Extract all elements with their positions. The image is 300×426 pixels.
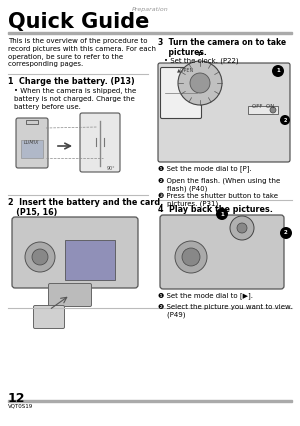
Circle shape [25, 242, 55, 272]
Circle shape [175, 241, 207, 273]
FancyBboxPatch shape [158, 63, 290, 162]
Text: ❶ Set the mode dial to [▶].: ❶ Set the mode dial to [▶]. [158, 292, 253, 299]
Circle shape [280, 227, 292, 239]
Circle shape [270, 107, 276, 113]
Text: • Set the clock. (P22): • Set the clock. (P22) [164, 58, 239, 64]
Text: 12: 12 [8, 392, 26, 405]
Text: 1: 1 [276, 69, 280, 74]
Text: 2  Insert the battery and the card.: 2 Insert the battery and the card. [8, 198, 163, 207]
Text: Preparation: Preparation [132, 7, 168, 12]
Circle shape [178, 61, 222, 105]
FancyBboxPatch shape [34, 305, 64, 328]
Text: 2: 2 [284, 230, 288, 236]
Bar [8, 32, 292, 34]
Text: (P15, 16): (P15, 16) [8, 208, 57, 217]
Circle shape [280, 115, 290, 125]
Text: 1  Charge the battery. (P13): 1 Charge the battery. (P13) [8, 77, 135, 86]
Text: • When the camera is shipped, the
battery is not charged. Charge the
battery bef: • When the camera is shipped, the batter… [14, 88, 136, 109]
Text: LUMIX: LUMIX [24, 141, 40, 146]
Text: pictures.: pictures. [158, 48, 207, 57]
FancyBboxPatch shape [12, 217, 138, 288]
Text: ❶ Set the mode dial to [P].: ❶ Set the mode dial to [P]. [158, 165, 252, 172]
Circle shape [230, 216, 254, 240]
Text: Quick Guide: Quick Guide [8, 12, 149, 32]
Circle shape [182, 248, 200, 266]
FancyBboxPatch shape [160, 215, 284, 289]
Bar [21, 140, 43, 158]
Text: 1: 1 [220, 211, 224, 216]
Text: ❷ Open the flash. (When using the
    flash) (P40): ❷ Open the flash. (When using the flash)… [158, 177, 280, 192]
Text: VQT0S19: VQT0S19 [8, 404, 33, 409]
Bar [26, 120, 38, 124]
FancyBboxPatch shape [16, 118, 48, 168]
Circle shape [190, 73, 210, 93]
FancyBboxPatch shape [49, 283, 92, 306]
Circle shape [237, 223, 247, 233]
Text: ▲OPEN: ▲OPEN [177, 67, 195, 72]
FancyBboxPatch shape [80, 113, 120, 172]
Circle shape [32, 249, 48, 265]
Bar [248, 106, 278, 114]
Text: P: P [198, 52, 202, 57]
Circle shape [216, 208, 228, 220]
Text: ❸ Press the shutter button to take
    pictures. (P31): ❸ Press the shutter button to take pictu… [158, 193, 278, 207]
Circle shape [272, 65, 284, 77]
Text: ❷ Select the picture you want to view.
    (P49): ❷ Select the picture you want to view. (… [158, 304, 292, 318]
Text: 4  Play back the pictures.: 4 Play back the pictures. [158, 205, 273, 214]
Text: 3  Turn the camera on to take: 3 Turn the camera on to take [158, 38, 286, 47]
Text: 90°: 90° [106, 166, 115, 171]
Text: OFF  ON: OFF ON [252, 104, 274, 109]
Text: 2: 2 [283, 118, 287, 123]
Text: This is the overview of the procedure to
record pictures with this camera. For e: This is the overview of the procedure to… [8, 38, 156, 67]
FancyBboxPatch shape [160, 67, 202, 118]
Bar [8, 400, 292, 402]
Bar [65, 240, 115, 280]
